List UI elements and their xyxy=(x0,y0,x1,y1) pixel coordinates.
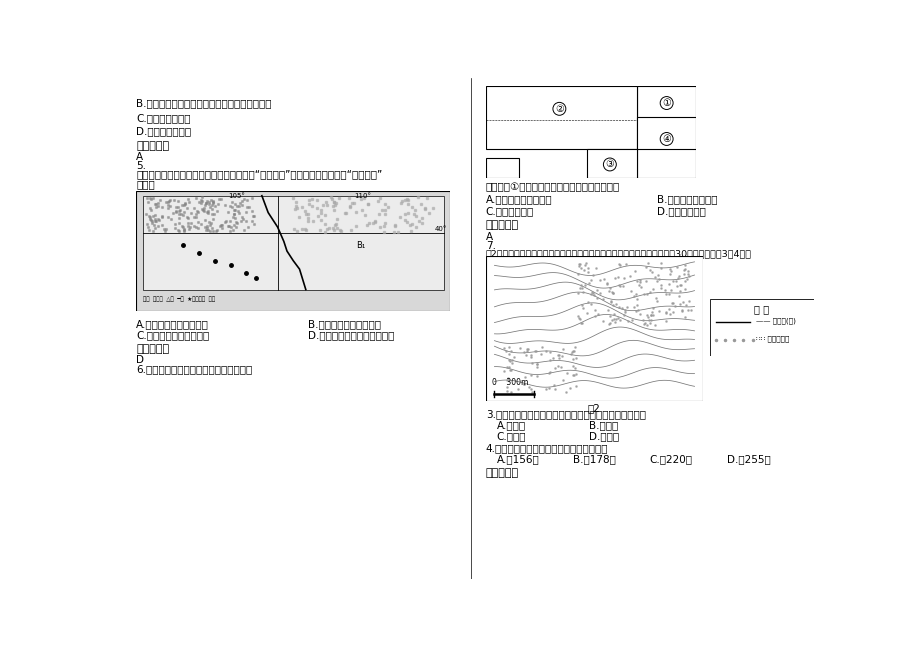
Text: 图2: 图2 xyxy=(587,403,600,413)
Text: C.　山脊: C. 山脊 xyxy=(496,431,526,441)
Text: B.　甲河下游受地形约束，乙河上游受气候影响: B. 甲河下游受地形约束，乙河上游受气候影响 xyxy=(136,98,272,108)
Text: A.　鹍部: A. 鹍部 xyxy=(496,420,525,430)
Text: A: A xyxy=(485,232,493,242)
Text: 下列关于①地气候的形成因素，表述不正确的是: 下列关于①地气候的形成因素，表述不正确的是 xyxy=(485,182,619,192)
Text: D.　有色金属冶炼和水电为主: D. 有色金属冶炼和水电为主 xyxy=(307,330,393,340)
Text: C.　石油、煮炭开采为主: C. 石油、煮炭开采为主 xyxy=(136,330,210,340)
Text: B.　受东南信风影响: B. 受东南信风影响 xyxy=(656,195,717,204)
Text: B.　农产品加工工业为主: B. 农产品加工工业为主 xyxy=(307,319,380,329)
Text: 图示区域内甘肃、宁夏在黄河附近形成一条“工业长廘”，图中信息反映出该“工业长廘”: 图示区域内甘肃、宁夏在黄河附近形成一条“工业长廘”，图中信息反映出该“工业长廘” xyxy=(136,169,382,180)
Text: 5.: 5. xyxy=(136,161,146,171)
Text: 7.: 7. xyxy=(485,240,495,251)
Text: A.　受赤道低压带影响: A. 受赤道低压带影响 xyxy=(485,195,551,204)
Text: 3.　林木生长与土壤水分条件相关，图中林木密集区位于: 3. 林木生长与土壤水分条件相关，图中林木密集区位于 xyxy=(485,409,645,419)
Text: A.　棉、毛纵织工业为主: A. 棉、毛纵织工业为主 xyxy=(136,319,209,329)
Text: B.　178米: B. 178米 xyxy=(573,454,616,464)
Text: 图2示意我国黄土高原某地林木的分布状况，图中相邻等高线之间高差均为30米，读图回答3～4题。: 图2示意我国黄土高原某地林木的分布状况，图中相邻等高线之间高差均为30米，读图回… xyxy=(485,249,751,258)
Text: D.　255米: D. 255米 xyxy=(726,454,770,464)
Text: D: D xyxy=(136,355,144,365)
Text: 6.读下面某大陆自然带分布模式图，回答: 6.读下面某大陆自然带分布模式图，回答 xyxy=(136,364,253,374)
Text: 参考答案：: 参考答案： xyxy=(136,344,169,353)
Text: 4.　图示区域内东、西两侧最大高差可能是: 4. 图示区域内东、西两侧最大高差可能是 xyxy=(485,443,607,453)
Text: D.　山顶: D. 山顶 xyxy=(588,431,618,441)
Text: D.　均受气候影响: D. 均受气候影响 xyxy=(136,126,191,136)
Text: C.　220米: C. 220米 xyxy=(649,454,692,464)
Text: A.　156米: A. 156米 xyxy=(496,454,539,464)
Text: C.　受地形影响: C. 受地形影响 xyxy=(485,206,533,216)
Text: A: A xyxy=(136,152,143,162)
Text: 参考答案：: 参考答案： xyxy=(136,141,169,151)
Text: 参考答案：: 参考答案： xyxy=(485,221,518,230)
Text: 参考答案：: 参考答案： xyxy=(485,468,518,478)
Text: C.　均受地形约束: C. 均受地形约束 xyxy=(136,113,190,123)
Text: D.　受洋流影响: D. 受洋流影响 xyxy=(656,206,705,216)
Text: B.　山谷: B. 山谷 xyxy=(588,420,618,430)
Text: 可能以: 可能以 xyxy=(136,180,155,189)
